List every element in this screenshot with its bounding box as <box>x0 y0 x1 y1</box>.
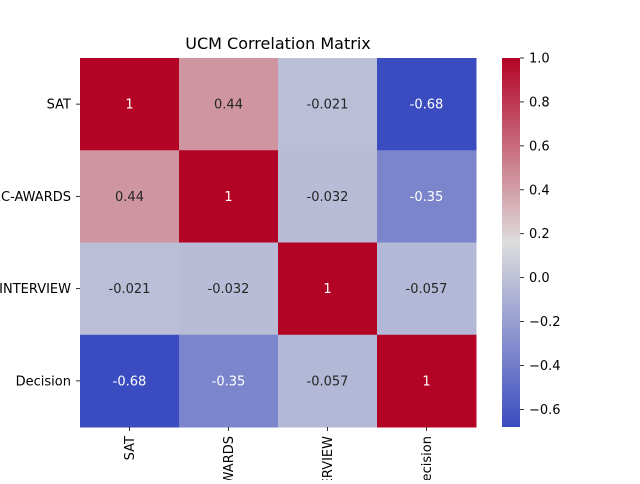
heatmap-cell-2-3 <box>377 242 477 336</box>
heatmap-cell-3-0 <box>80 334 180 428</box>
heatmap-cell-3-3 <box>377 334 477 428</box>
heatmap-cell-2-2 <box>278 242 378 336</box>
y-tick-label: Decision <box>16 374 71 389</box>
heatmap-cell-2-1 <box>179 242 279 336</box>
colorbar-tick-label: 1.0 <box>529 52 550 67</box>
colorbar-tick-label: 0.8 <box>529 95 550 110</box>
cell-value-label: -0.35 <box>212 374 246 389</box>
cell-value-label: 1 <box>422 374 430 389</box>
heatmap-cell-0-1 <box>179 58 279 151</box>
x-axis: SAT EC-AWARDS INTERVIEW Decision <box>123 427 435 484</box>
cell-value-label: 1 <box>125 98 133 113</box>
cell-value-label: -0.032 <box>307 190 349 205</box>
heatmap-cell-0-2 <box>278 58 378 151</box>
x-tick-label: Decision <box>420 436 435 480</box>
cell-value-label: -0.057 <box>307 374 349 389</box>
cell-value-label: 0.44 <box>115 190 144 205</box>
heatmap-cell-1-2 <box>278 150 378 243</box>
cell-value-label: -0.021 <box>307 98 349 113</box>
heatmap-cell-0-3 <box>377 58 477 151</box>
cell-value-label: -0.68 <box>113 374 147 389</box>
x-tick-label: INTERVIEW <box>321 436 336 480</box>
colorbar-tick-label: 0.0 <box>529 271 550 286</box>
colorbar-gradient <box>502 58 520 427</box>
y-tick-label: EC-AWARDS <box>0 190 71 205</box>
x-tick-label: SAT <box>123 436 138 460</box>
cell-value-label: 0.44 <box>214 98 243 113</box>
cell-value-label: -0.057 <box>406 282 448 297</box>
colorbar-tick-label: −0.6 <box>529 403 561 418</box>
cell-value-label: -0.021 <box>109 282 151 297</box>
y-tick-label: INTERVIEW <box>0 282 71 297</box>
cell-value-label: -0.35 <box>410 190 444 205</box>
heatmap-cell-3-2 <box>278 334 378 428</box>
heatmap-cell-0-0 <box>80 58 180 151</box>
heatmap-cell-3-1 <box>179 334 279 428</box>
x-tick-label: EC-AWARDS <box>222 436 237 480</box>
cell-value-label: 1 <box>323 282 331 297</box>
colorbar-tick-label: 0.4 <box>529 183 550 198</box>
colorbar-tick-label: 0.2 <box>529 227 550 242</box>
heatmap-cell-1-0 <box>80 150 180 243</box>
heatmap-cells: 1 0.44 -0.021 -0.68 0.44 1 -0.032 -0.35 -0.021 -0… <box>80 58 477 428</box>
heatmap-cell-2-0 <box>80 242 180 336</box>
heatmap-cell-1-1 <box>179 150 279 243</box>
chart-title: UCM Correlation Matrix <box>185 34 370 53</box>
cell-value-label: -0.68 <box>410 98 444 113</box>
cell-value-label: -0.032 <box>208 282 250 297</box>
y-tick-label: SAT <box>47 98 71 113</box>
heatmap-cell-1-3 <box>377 150 477 243</box>
y-axis: SAT EC-AWARDS INTERVIEW Decision <box>0 98 80 389</box>
cell-value-label: 1 <box>224 190 232 205</box>
colorbar-tick-label: −0.2 <box>529 315 561 330</box>
colorbar: 1.0 0.8 0.6 0.4 0.2 0.0 −0.2 −0.4 −0.6 <box>502 52 561 427</box>
colorbar-tick-label: −0.4 <box>529 359 561 374</box>
colorbar-tick-label: 0.6 <box>529 139 550 154</box>
